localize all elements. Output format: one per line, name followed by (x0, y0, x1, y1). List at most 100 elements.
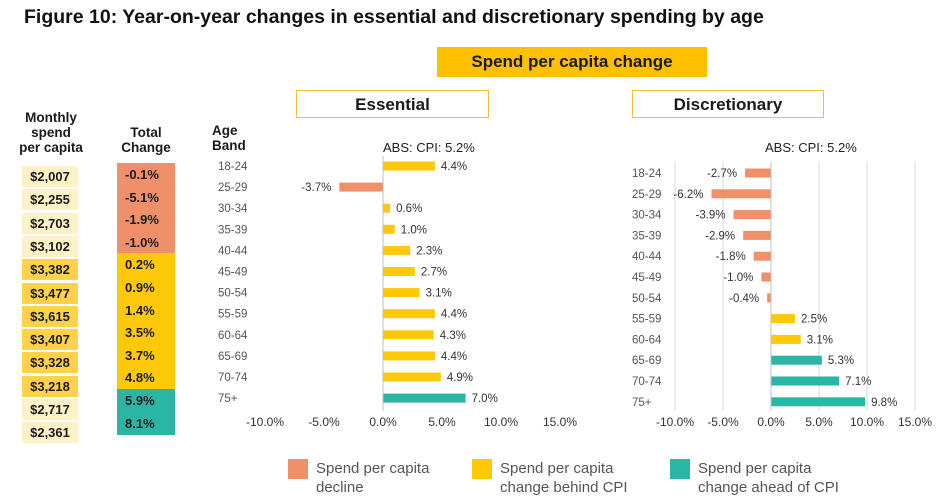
age-band-label: 30-34 (218, 203, 248, 215)
bar (771, 314, 795, 324)
total-change-cell: 0.9% (117, 276, 175, 300)
bar-value-label: -2.7% (707, 168, 737, 180)
essential-label: Essential (296, 90, 489, 118)
bar-value-label: 2.3% (416, 245, 442, 257)
bar (761, 272, 771, 282)
x-tick-label: 0.0% (757, 415, 785, 429)
bar (771, 397, 866, 407)
x-tick-label: 10.0% (484, 415, 518, 429)
monthly-spend-header-line-3: per capita (19, 140, 83, 155)
monthly-spend-cell: $3,102 (22, 235, 78, 257)
age-band-header: Age Band (212, 123, 260, 153)
age-band-label: 35-39 (632, 230, 661, 242)
bar (771, 334, 801, 344)
age-band-label: 18-24 (218, 161, 248, 173)
monthly-spend-cell: $3,615 (22, 305, 78, 327)
legend-item-ahead-cpi: Spend per capita change ahead of CPI (670, 459, 839, 497)
monthly-spend-header: Monthly spend per capita (10, 110, 92, 155)
legend-item-behind-cpi: Spend per capita change behind CPI (472, 459, 628, 497)
monthly-spend-cell: $3,328 (22, 352, 78, 374)
age-band-label: 75+ (218, 393, 238, 405)
legend-swatch-behind-cpi (472, 459, 492, 479)
bar-value-label: 9.8% (871, 397, 897, 409)
bar (753, 251, 771, 261)
monthly-spend-cell: $3,407 (22, 329, 78, 351)
total-change-cell: 3.5% (117, 321, 175, 345)
bar (733, 210, 771, 220)
age-band-label: 55-59 (632, 314, 661, 326)
bar-value-label: -3.7% (301, 182, 331, 194)
total-change-cell: 4.8% (117, 366, 175, 390)
discretionary-label: Discretionary (632, 90, 824, 118)
cpi-annotation: ABS: CPI: 5.2% (765, 140, 857, 155)
legend-ahead-cpi-line-2: change ahead of CPI (698, 479, 839, 496)
age-band-label: 60-64 (632, 334, 662, 346)
bar-value-label: -1.8% (716, 251, 746, 263)
legend-swatch-ahead-cpi (670, 459, 690, 479)
total-change-cell: 8.1% (117, 411, 175, 435)
bar-value-label: -2.9% (705, 230, 735, 242)
bar (383, 309, 435, 319)
x-tick-label: -10.0% (656, 415, 694, 429)
total-change-cell: -1.9% (117, 208, 175, 232)
bar-value-label: 4.4% (441, 351, 467, 363)
bar (767, 293, 771, 303)
bar-value-label: -6.2% (673, 189, 703, 201)
x-tick-label: 10.0% (850, 415, 884, 429)
bar (771, 376, 840, 386)
x-tick-label: 5.0% (428, 415, 456, 429)
figure-title: Figure 10: Year-on-year changes in essen… (24, 6, 764, 28)
x-tick-label: -10.0% (246, 415, 284, 429)
age-band-label: 65-69 (632, 355, 661, 367)
bar-value-label: -1.0% (723, 272, 753, 284)
age-band-header-line-2: Band (212, 138, 246, 153)
bar (383, 161, 435, 171)
bar-value-label: -0.4% (729, 293, 759, 305)
bar-value-label: 5.3% (828, 355, 854, 367)
total-change-cell: -5.1% (117, 185, 175, 209)
age-band-label: 25-29 (218, 182, 247, 194)
bar-value-label: 0.6% (396, 203, 422, 215)
monthly-spend-cell: $2,717 (22, 399, 78, 420)
age-band-label: 65-69 (218, 351, 247, 363)
monthly-spend-cell: $2,361 (22, 422, 78, 444)
monthly-spend-header-line-2: spend (31, 125, 71, 140)
age-band-label: 45-49 (632, 272, 661, 284)
x-tick-label: 0.0% (369, 415, 397, 429)
total-change-cell: -1.0% (117, 230, 175, 254)
bar (711, 189, 771, 199)
legend-item-decline: Spend per capita decline (288, 459, 429, 497)
monthly-spend-cell: $3,477 (22, 282, 78, 304)
monthly-spend-cell: $3,218 (22, 375, 78, 397)
age-band-label: 75+ (632, 397, 652, 409)
age-band-label: 55-59 (218, 309, 247, 321)
bar (383, 224, 395, 234)
bar-value-label: 7.0% (472, 393, 498, 405)
bar (383, 267, 415, 276)
monthly-spend-cell: $3,382 (22, 259, 78, 281)
x-tick-label: 15.0% (543, 415, 577, 429)
age-band-label: 50-54 (218, 288, 248, 300)
age-band-label: 18-24 (632, 168, 662, 180)
discretionary-chart: ABS: CPI: 5.2% 18-24 25-29 30-34 35-39 40-44 4… (632, 140, 932, 429)
total-change-header-line-1: Total (130, 125, 162, 140)
monthly-spend-cell: $2,703 (22, 212, 78, 234)
x-tick-label: 15.0% (898, 415, 932, 429)
legend-decline-line-2: decline (316, 479, 364, 496)
monthly-spend-cell: $2,255 (22, 189, 78, 211)
total-change-header: Total Change (106, 125, 186, 155)
age-band-label: 50-54 (632, 293, 662, 305)
legend-ahead-cpi-line-1: Spend per capita (698, 460, 812, 477)
bar (745, 168, 771, 178)
total-change-cell: 1.4% (117, 298, 175, 322)
essential-chart: ABS: CPI: 5.2% 18-24 25-29 30-34 35-39 40-44 4… (218, 140, 577, 429)
bar-value-label: 2.7% (421, 267, 447, 279)
legend-text-behind-cpi: Spend per capita change behind CPI (500, 459, 628, 497)
bar-value-label: 3.1% (426, 288, 452, 300)
legend-behind-cpi-line-1: Spend per capita (500, 460, 614, 477)
legend-text-decline: Spend per capita decline (316, 459, 429, 497)
bar (383, 351, 435, 361)
total-change-cell: 3.7% (117, 343, 175, 367)
age-band-label: 30-34 (632, 210, 662, 222)
bar (771, 355, 822, 365)
